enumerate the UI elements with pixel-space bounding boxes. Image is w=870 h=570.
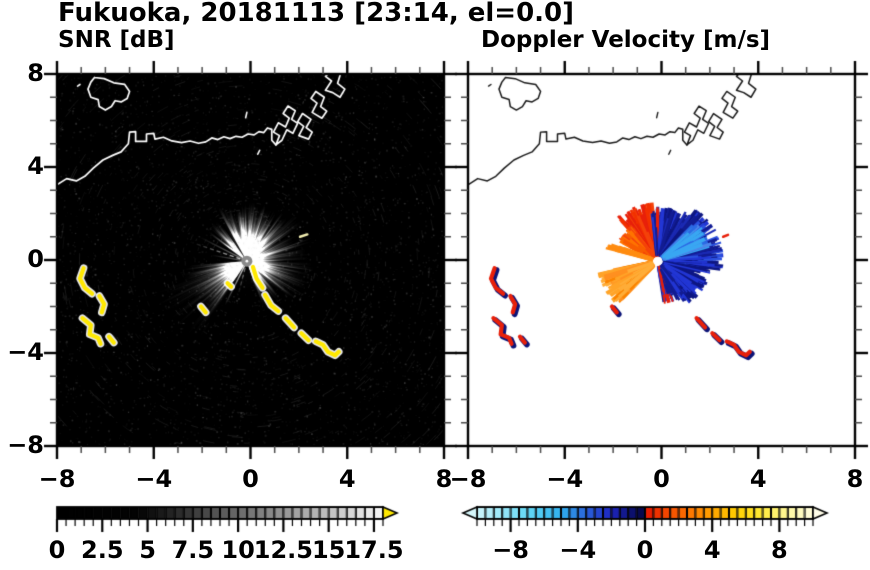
snr-panel-title: SNR [dB] bbox=[58, 27, 175, 53]
doppler-x-tick-label: 4 bbox=[749, 465, 767, 493]
snr-colorbar-label: 15 bbox=[311, 536, 346, 564]
snr-colorbar-label: 17.5 bbox=[344, 536, 404, 564]
snr-x-tick-label: 8 bbox=[435, 465, 453, 493]
doppler-colorbar-label: −8 bbox=[492, 536, 529, 564]
snr-colorbar-label: 10 bbox=[221, 536, 255, 564]
snr-x-tick-label: 0 bbox=[242, 465, 259, 493]
doppler-x-tick-label: −8 bbox=[449, 465, 487, 493]
doppler-colorbar-label: 8 bbox=[771, 536, 788, 564]
snr-x-tick-label: −4 bbox=[135, 465, 173, 493]
snr-y-tick-label: −8 bbox=[7, 431, 44, 459]
snr-colorbar-label: 7.5 bbox=[171, 536, 215, 564]
snr-y-tick-label: 0 bbox=[27, 245, 44, 273]
snr-colorbar-label: 5 bbox=[139, 536, 156, 564]
figure-title: Fukuoka, 20181113 [23:14, el=0.0] bbox=[58, 0, 575, 28]
snr-y-tick-label: −4 bbox=[7, 338, 44, 366]
doppler-panel-title: Doppler Velocity [m/s] bbox=[481, 27, 771, 53]
snr-x-tick-label: −8 bbox=[38, 465, 76, 493]
snr-colorbar-label: 12.5 bbox=[253, 536, 313, 564]
snr-y-tick-label: 8 bbox=[27, 59, 44, 87]
doppler-colorbar-label: −4 bbox=[559, 536, 597, 564]
doppler-x-tick-label: 0 bbox=[653, 465, 670, 493]
snr-y-tick-label: 4 bbox=[27, 152, 44, 180]
snr-colorbar-label: 0 bbox=[48, 536, 66, 564]
snr-x-tick-label: 4 bbox=[338, 465, 356, 493]
doppler-x-tick-label: 8 bbox=[846, 465, 864, 493]
doppler-x-tick-label: −4 bbox=[546, 465, 584, 493]
doppler-colorbar-label: 4 bbox=[703, 536, 721, 564]
doppler-colorbar-label: 0 bbox=[636, 536, 654, 564]
snr-colorbar-label: 2.5 bbox=[81, 536, 124, 564]
